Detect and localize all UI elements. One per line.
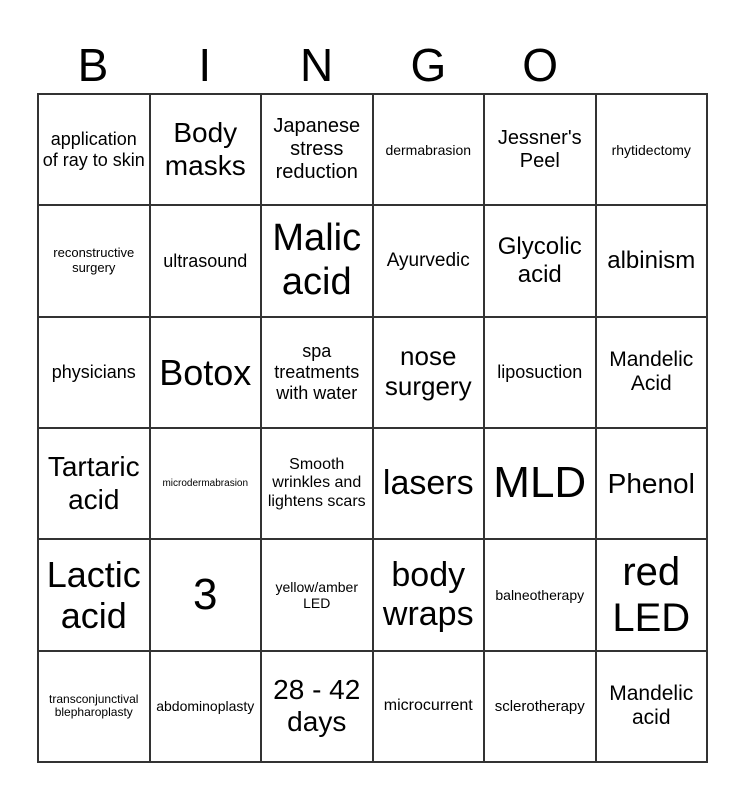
bingo-cell[interactable]: body wraps	[372, 539, 484, 651]
bingo-cell[interactable]: Botox	[149, 316, 261, 428]
bingo-cell[interactable]: balneotherapy	[484, 539, 596, 651]
header-letter-g: G	[410, 39, 447, 91]
bingo-cell[interactable]: Tartaric acid	[38, 428, 150, 540]
bingo-cell[interactable]: rhytidectomy	[595, 94, 707, 206]
bingo-cell[interactable]: physicians	[38, 316, 150, 428]
bingo-cell[interactable]: Ayurvedic	[372, 205, 484, 317]
bingo-cell[interactable]: nose surgery	[372, 316, 484, 428]
bingo-cell[interactable]: application of ray to skin	[38, 94, 150, 206]
header-letter-i: I	[198, 39, 212, 91]
bingo-cell[interactable]: spa treatments with water	[261, 316, 373, 428]
bingo-cell[interactable]: dermabrasion	[372, 94, 484, 206]
bingo-grid: application of ray to skin Body masks Japa…	[37, 93, 708, 763]
bingo-cell[interactable]: Mandelic acid	[595, 650, 707, 762]
bingo-cell[interactable]: red LED	[595, 539, 707, 651]
bingo-cell[interactable]: Body masks	[149, 94, 261, 206]
bingo-cell[interactable]: Glycolic acid	[484, 205, 596, 317]
bingo-cell[interactable]: reconstructive surgery	[38, 205, 150, 317]
header-letter-b: B	[77, 39, 109, 91]
header-letter-o: O	[522, 39, 559, 91]
bingo-cell[interactable]: microcurrent	[372, 650, 484, 762]
bingo-cell[interactable]: 28 - 42 days	[261, 650, 373, 762]
bingo-cell[interactable]: abdominoplasty	[149, 650, 261, 762]
bingo-cell[interactable]: Japanese stress reduction	[261, 94, 373, 206]
bingo-cell[interactable]: Lactic acid	[38, 539, 150, 651]
bingo-cell[interactable]: albinism	[595, 205, 707, 317]
bingo-cell[interactable]: 3	[149, 539, 261, 651]
bingo-cell[interactable]: ultrasound	[149, 205, 261, 317]
bingo-cell[interactable]: Mandelic Acid	[595, 316, 707, 428]
bingo-cell[interactable]: sclerotherapy	[484, 650, 596, 762]
bingo-cell[interactable]: Jessner's Peel	[484, 94, 596, 206]
bingo-cell[interactable]: Phenol	[595, 428, 707, 540]
bingo-cell[interactable]: microdermabrasion	[149, 428, 261, 540]
header-letter-n: N	[299, 39, 334, 91]
bingo-cell[interactable]: liposuction	[484, 316, 596, 428]
bingo-cell[interactable]: yellow/amber LED	[261, 539, 373, 651]
bingo-cell[interactable]: lasers	[372, 428, 484, 540]
bingo-cell[interactable]: MLD	[484, 428, 596, 540]
bingo-cell[interactable]: Smooth wrinkles and lightens scars	[261, 428, 373, 540]
bingo-cell[interactable]: Malic acid	[261, 205, 373, 317]
bingo-cell[interactable]: transconjunctival blepharoplasty	[38, 650, 150, 762]
